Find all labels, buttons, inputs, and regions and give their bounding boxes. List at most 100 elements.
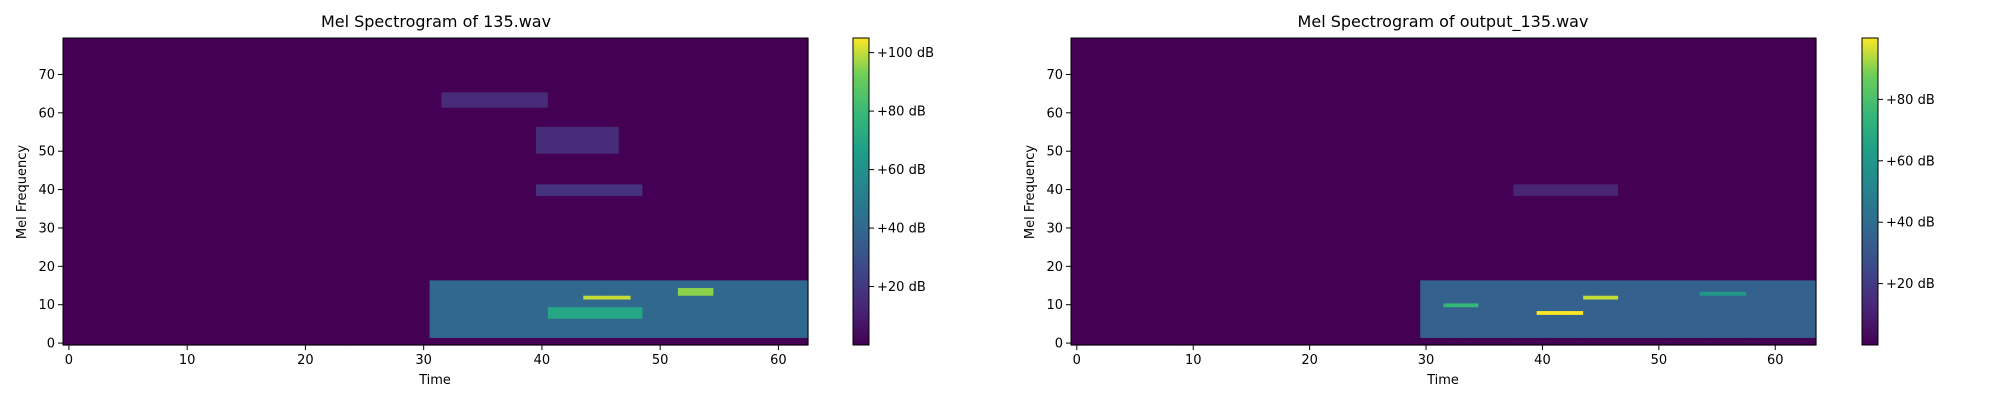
heatmap-cell	[476, 195, 490, 200]
heatmap-cell	[157, 264, 171, 269]
heatmap-cell	[737, 298, 750, 304]
heatmap-cell	[512, 214, 525, 219]
heatmap-cell	[772, 222, 785, 227]
heatmap-cell	[737, 168, 750, 173]
heatmap-cell	[74, 130, 88, 135]
heatmap-cell	[701, 291, 714, 296]
heatmap-cell	[275, 218, 289, 223]
heatmap-cell	[571, 87, 584, 93]
heatmap-cell	[264, 287, 277, 292]
heatmap-cell	[264, 337, 277, 342]
heatmap-cell	[299, 160, 312, 166]
heatmap-cell	[63, 318, 76, 323]
heatmap-cell	[299, 249, 312, 254]
heatmap-cell	[559, 214, 573, 219]
heatmap-cell	[346, 222, 360, 227]
heatmap-cell	[654, 187, 667, 193]
heatmap-cell	[252, 325, 265, 331]
heatmap-cell	[488, 176, 502, 181]
heatmap-cell	[122, 226, 135, 231]
heatmap-cell	[311, 318, 324, 323]
heatmap-cell	[725, 103, 738, 108]
heatmap-cell	[642, 41, 655, 47]
heatmap-cell	[606, 191, 620, 196]
heatmap-cell	[275, 99, 289, 104]
heatmap-cell	[642, 272, 655, 277]
heatmap-cell	[536, 249, 549, 254]
heatmap-cell	[559, 137, 573, 143]
heatmap-cell	[595, 122, 608, 127]
heatmap-cell	[500, 164, 513, 170]
heatmap-cell	[299, 87, 312, 93]
heatmap-cell	[311, 287, 324, 292]
heatmap-cell	[405, 249, 419, 254]
heatmap-cell	[110, 91, 123, 97]
heatmap-cell	[193, 87, 206, 93]
heatmap-cell	[618, 141, 632, 147]
heatmap-cell	[417, 130, 431, 135]
heatmap-cell	[559, 275, 573, 281]
heatmap-cell	[760, 156, 774, 162]
heatmap-cell	[86, 321, 100, 327]
heatmap-cell	[429, 203, 443, 208]
heatmap-cell	[713, 160, 726, 166]
heatmap-cell	[571, 333, 584, 338]
heatmap-cell	[642, 214, 655, 219]
heatmap-cell	[133, 195, 147, 200]
heatmap-cell	[264, 321, 277, 327]
heatmap-cell	[370, 329, 383, 335]
heatmap-cell	[275, 195, 289, 200]
heatmap-cell	[488, 306, 502, 312]
heatmap-cell	[334, 160, 348, 166]
heatmap-cell	[429, 325, 443, 331]
heatmap-cell	[252, 268, 265, 273]
heatmap-cell	[394, 279, 407, 285]
heatmap-cell	[275, 38, 289, 43]
heatmap-cell	[689, 95, 703, 100]
heatmap-cell	[453, 176, 466, 181]
heatmap-cell	[169, 268, 182, 273]
heatmap-cell	[145, 218, 159, 223]
heatmap-cell	[382, 260, 395, 266]
heatmap-cell	[264, 283, 277, 289]
heatmap-cell	[311, 84, 324, 89]
heatmap-cell	[465, 283, 478, 289]
heatmap-cell	[264, 103, 277, 108]
heatmap-cell	[405, 149, 419, 154]
heatmap-cell	[453, 68, 466, 74]
heatmap-cell	[476, 222, 490, 227]
heatmap-cell	[713, 84, 726, 89]
heatmap-cell	[441, 91, 454, 97]
heatmap-cell	[453, 87, 466, 93]
heatmap-cell	[287, 295, 301, 300]
heatmap-cell	[181, 99, 194, 104]
heatmap-cell	[193, 264, 206, 269]
heatmap-cell	[193, 164, 206, 170]
heatmap-cell	[133, 260, 147, 266]
heatmap-cell	[630, 38, 644, 43]
heatmap-cell	[394, 195, 407, 200]
heatmap-cell	[512, 291, 525, 296]
heatmap-cell	[772, 325, 785, 331]
heatmap-cell	[571, 199, 584, 204]
heatmap-cell	[772, 260, 785, 266]
heatmap-cell	[299, 80, 312, 85]
heatmap-cell	[784, 275, 797, 281]
heatmap-cell	[713, 237, 726, 242]
heatmap-cell	[476, 80, 490, 85]
heatmap-cell	[204, 226, 218, 231]
heatmap-cell	[725, 333, 738, 338]
heatmap-cell	[63, 57, 76, 62]
heatmap-cell	[169, 187, 182, 193]
heatmap-cell	[618, 195, 632, 200]
heatmap-cell	[500, 245, 513, 250]
heatmap-cell	[772, 298, 785, 304]
heatmap-cell	[346, 314, 360, 319]
heatmap-cell	[358, 329, 372, 335]
heatmap-cell	[240, 241, 253, 246]
heatmap-cell	[86, 341, 100, 346]
heatmap-cell	[689, 38, 703, 43]
heatmap-cell	[169, 141, 182, 147]
heatmap-cell	[181, 206, 194, 212]
heatmap-cell	[228, 64, 241, 70]
